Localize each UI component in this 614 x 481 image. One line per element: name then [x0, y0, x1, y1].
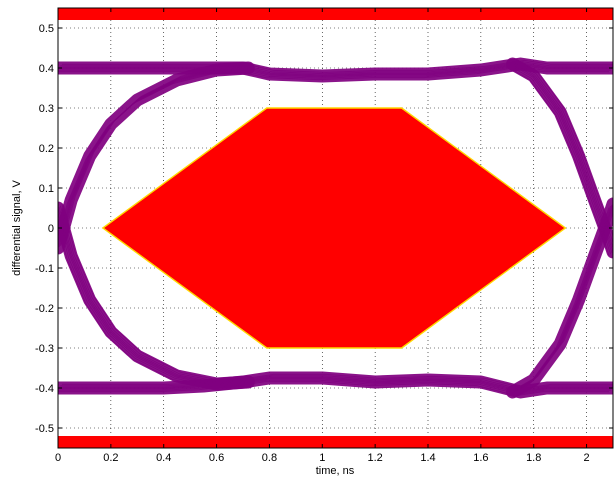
y-tick-label: -0.1 — [35, 263, 54, 275]
x-tick-label: 1.8 — [526, 452, 541, 464]
y-tick-label: 0 — [48, 223, 54, 235]
x-tick-label: 0 — [55, 452, 61, 464]
x-tick-label: 2 — [584, 452, 590, 464]
eye-trace-top-rail — [62, 59, 613, 73]
limit-band — [58, 436, 613, 448]
y-tick-label: 0.4 — [39, 63, 54, 75]
eye-trace-left-falling — [58, 211, 248, 386]
y-tick-label: -0.2 — [35, 303, 54, 315]
eye-trace-right-falling — [516, 59, 613, 238]
x-tick-label: 1.4 — [420, 452, 435, 464]
y-axis-label: differential signal, V — [11, 179, 23, 275]
x-tick-label: 1 — [319, 452, 325, 464]
x-tick-label: 0.4 — [156, 452, 171, 464]
x-tick-label: 1.6 — [473, 452, 488, 464]
limit-band — [58, 8, 613, 20]
eye-trace-left-falling — [61, 204, 253, 381]
y-tick-label: -0.3 — [35, 343, 54, 355]
y-axis-ticks: 0.5 0.4 0.3 0.2 0.1 0 -0.1 -0.2 -0.3 -0.4 -0.5 — [35, 23, 613, 435]
eye-trace-left-falling — [58, 217, 246, 387]
x-axis-label: time, ns — [316, 465, 355, 477]
eye-trace-left-rising — [61, 63, 253, 245]
y-tick-label: 0.2 — [39, 143, 54, 155]
y-tick-label: -0.5 — [35, 423, 54, 435]
x-tick-label: 1.2 — [367, 452, 382, 464]
eye-trace-right-rising — [516, 210, 613, 389]
eye-trace-left-falling — [58, 224, 245, 389]
x-tick-label: 0.2 — [103, 452, 118, 464]
y-tick-label: 0.1 — [39, 183, 54, 195]
eye-trace-left-falling — [59, 205, 251, 383]
y-tick-label: -0.4 — [35, 383, 54, 395]
x-tick-label: 0.6 — [209, 452, 224, 464]
eye-traces — [58, 57, 613, 399]
eye-trace-top-rail — [60, 61, 613, 75]
y-tick-label: 0.5 — [39, 23, 54, 35]
eye-mask — [101, 107, 567, 349]
eye-mask-polygon — [101, 107, 567, 349]
x-tick-label: 0.8 — [262, 452, 277, 464]
eye-trace-right-falling — [514, 61, 613, 245]
eye-trace-left-falling — [58, 207, 249, 385]
limit-bands — [58, 8, 613, 448]
eye-trace-left-falling — [58, 206, 250, 384]
y-tick-label: 0.3 — [39, 103, 54, 115]
x-axis-ticks: 0 0.2 0.4 0.6 0.8 1 1.2 1.4 1.6 1.8 2 — [55, 8, 590, 464]
